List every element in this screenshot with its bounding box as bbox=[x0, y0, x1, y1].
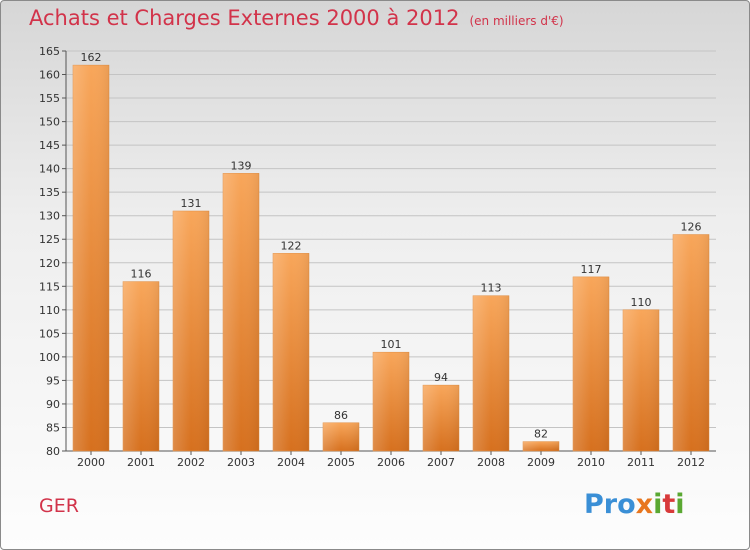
y-tick-label: 140 bbox=[39, 163, 60, 176]
bar-value-label: 126 bbox=[681, 221, 702, 234]
y-tick-label: 145 bbox=[39, 139, 60, 152]
y-tick-label: 155 bbox=[39, 92, 60, 105]
y-tick-label: 95 bbox=[46, 374, 60, 387]
bar-value-label: 122 bbox=[281, 239, 302, 252]
bar-highlight bbox=[173, 211, 209, 451]
x-tick-label: 2004 bbox=[277, 456, 305, 469]
bar-highlight bbox=[523, 441, 559, 451]
bar-highlight bbox=[123, 281, 159, 451]
bar-highlight bbox=[473, 295, 509, 451]
y-tick-label: 160 bbox=[39, 69, 60, 82]
bar-highlight bbox=[323, 422, 359, 451]
bar-value-label: 110 bbox=[631, 296, 652, 309]
x-tick-label: 2012 bbox=[677, 456, 705, 469]
y-tick-label: 90 bbox=[46, 398, 60, 411]
bar-value-label: 86 bbox=[334, 409, 348, 422]
bar-highlight bbox=[423, 385, 459, 451]
x-tick-label: 2006 bbox=[377, 456, 405, 469]
x-tick-label: 2000 bbox=[77, 456, 105, 469]
bar-highlight bbox=[373, 352, 409, 451]
x-tick-label: 2010 bbox=[577, 456, 605, 469]
y-tick-label: 135 bbox=[39, 186, 60, 199]
bar-value-label: 117 bbox=[581, 263, 602, 276]
bar-value-label: 101 bbox=[381, 338, 402, 351]
commune-name: GER bbox=[39, 495, 79, 517]
bar-highlight bbox=[223, 173, 259, 451]
y-tick-label: 115 bbox=[39, 280, 60, 293]
y-tick-label: 105 bbox=[39, 327, 60, 340]
bar-value-label: 162 bbox=[81, 51, 102, 64]
bar-highlight bbox=[573, 276, 609, 451]
bars bbox=[72, 64, 710, 452]
bar-value-label: 131 bbox=[181, 197, 202, 210]
bar-value-label: 116 bbox=[131, 268, 152, 281]
bar-highlight bbox=[273, 253, 309, 451]
y-tick-label: 165 bbox=[39, 45, 60, 58]
bar-highlight bbox=[673, 234, 709, 451]
bar-value-label: 139 bbox=[231, 159, 252, 172]
y-tick-label: 100 bbox=[39, 351, 60, 364]
x-tick-label: 2005 bbox=[327, 456, 355, 469]
y-tick-label: 80 bbox=[46, 445, 60, 458]
x-tick-label: 2002 bbox=[177, 456, 205, 469]
y-tick-label: 150 bbox=[39, 116, 60, 129]
y-tick-label: 125 bbox=[39, 233, 60, 246]
x-tick-label: 2011 bbox=[627, 456, 655, 469]
bar-highlight bbox=[623, 309, 659, 451]
bar-highlight bbox=[73, 65, 109, 451]
x-tick-label: 2009 bbox=[527, 456, 555, 469]
chart-title: Achats et Charges Externes 2000 à 2012 (e… bbox=[29, 6, 564, 30]
x-tick-label: 2003 bbox=[227, 456, 255, 469]
x-tick-label: 2007 bbox=[427, 456, 455, 469]
bar-value-label: 82 bbox=[534, 428, 548, 441]
chart-subtitle: (en milliers d'€) bbox=[469, 14, 564, 28]
y-tick-label: 130 bbox=[39, 210, 60, 223]
labels: 80 85 90 95 100 105 110 115 120 125 130 135 140 145 15… bbox=[39, 45, 705, 469]
proxiti-logo[interactable]: Proxiti bbox=[584, 489, 685, 520]
y-tick-label: 110 bbox=[39, 304, 60, 317]
x-tick-label: 2001 bbox=[127, 456, 155, 469]
bar-value-label: 94 bbox=[434, 371, 448, 384]
y-tick-label: 85 bbox=[46, 421, 60, 434]
x-tick-label: 2008 bbox=[477, 456, 505, 469]
bar-value-label: 113 bbox=[481, 282, 502, 295]
y-tick-label: 120 bbox=[39, 257, 60, 270]
